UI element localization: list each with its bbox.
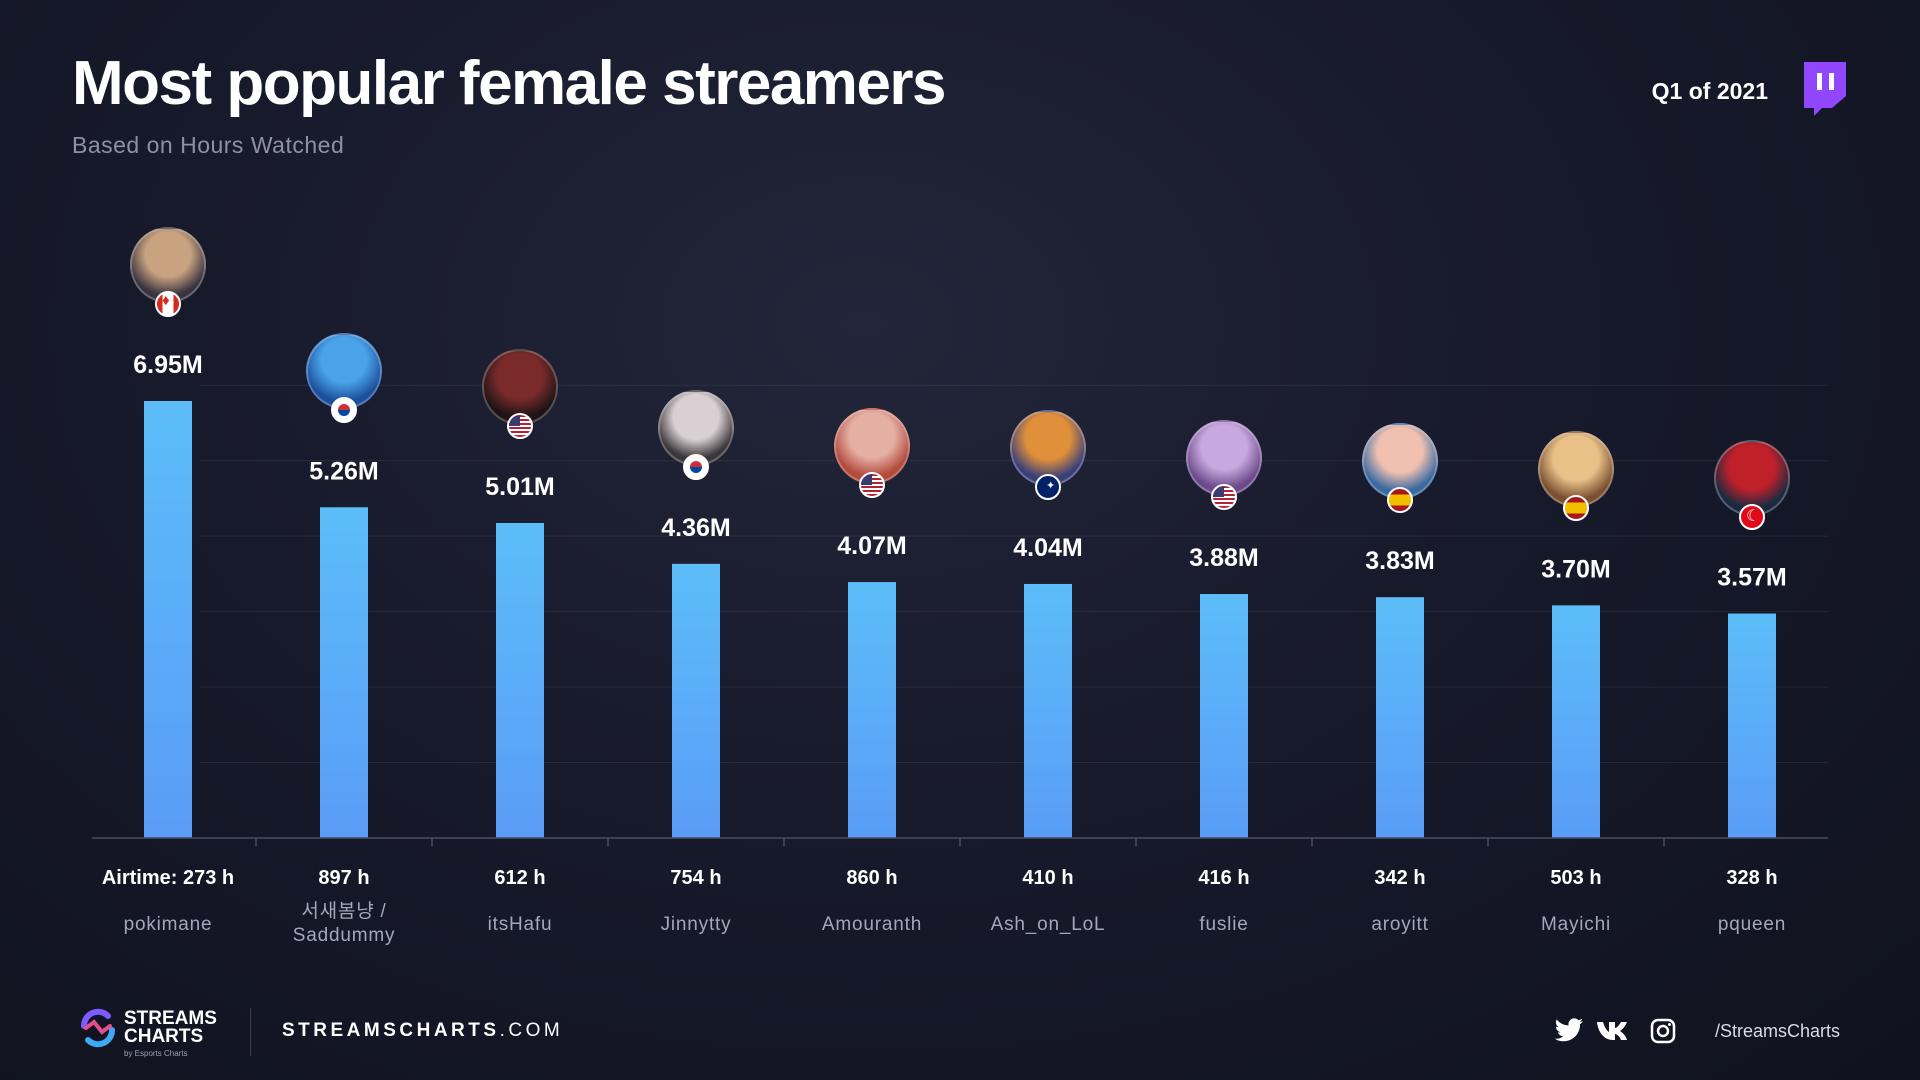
airtime-label: 612 h	[494, 867, 545, 889]
data-label: 3.57M	[1717, 564, 1786, 592]
flag-kr-icon	[683, 453, 709, 480]
bar-Ash_on_LoL	[1024, 583, 1072, 838]
category-label: 서새봄냥 /	[301, 900, 386, 922]
bar-Amouranth	[848, 582, 896, 838]
category-label: pqueen	[1718, 914, 1786, 935]
airtime-label: 503 h	[1550, 867, 1601, 889]
category-label: fuslie	[1199, 914, 1248, 935]
twitter-icon[interactable]	[1554, 1018, 1584, 1044]
bar-Mayichi	[1552, 605, 1600, 838]
avatar	[834, 408, 910, 485]
avatar	[306, 333, 382, 410]
bar-서새봄냥 / Saddummy	[320, 507, 368, 838]
flag-es-icon	[1563, 495, 1589, 522]
period-label: Q1 of 2021	[1651, 78, 1768, 104]
category-label: Jinnytty	[661, 914, 732, 935]
data-label: 3.83M	[1365, 547, 1434, 575]
data-label: 3.88M	[1189, 544, 1258, 572]
flag-kr-icon	[331, 397, 357, 424]
site-bold: STREAMSCHARTS	[282, 1020, 500, 1041]
airtime-label: 410 h	[1022, 867, 1073, 889]
flag-us-icon	[859, 472, 885, 499]
avatar	[1186, 420, 1262, 497]
site-rest: .COM	[499, 1020, 564, 1041]
airtime-label: 897 h	[318, 867, 369, 889]
avatar	[1362, 423, 1438, 500]
flag-tr-icon	[1739, 503, 1765, 530]
vk-icon[interactable]	[1596, 1018, 1632, 1044]
airtime-label: 328 h	[1726, 867, 1777, 889]
brand-sub: by Esports Charts	[124, 1049, 188, 1058]
bar-itsHafu	[496, 522, 544, 838]
data-label: 4.36M	[661, 514, 730, 542]
footer-divider	[250, 1008, 251, 1056]
avatar	[1538, 431, 1614, 508]
airtime-label: Airtime: 273 h	[102, 867, 234, 889]
flag-ca-icon	[155, 291, 181, 317]
flag-us-icon	[1211, 484, 1237, 511]
data-label: 3.70M	[1541, 555, 1610, 583]
bar-pokimane	[144, 401, 192, 838]
data-label: 5.01M	[485, 473, 554, 501]
data-label: 4.04M	[1013, 534, 1082, 562]
site-link[interactable]: STREAMSCHARTS.COM	[282, 1020, 563, 1042]
chart-subtitle: Based on Hours Watched	[72, 132, 345, 158]
data-label: 4.07M	[837, 532, 906, 560]
avatar	[1714, 439, 1790, 516]
chart-title: Most popular female streamers	[72, 49, 947, 118]
category-label: Ash_on_LoL	[991, 914, 1106, 935]
bar-fuslie	[1200, 594, 1248, 838]
streams-charts-logo-icon	[80, 1008, 116, 1048]
bar-Jinnytty	[672, 563, 720, 838]
instagram-icon[interactable]	[1650, 1018, 1676, 1044]
category-label: Saddummy	[293, 925, 396, 946]
data-label: 6.95M	[133, 351, 202, 379]
airtime-label: 342 h	[1374, 867, 1425, 889]
brand-line-2: CHARTS	[124, 1026, 204, 1047]
flag-au-icon	[1035, 473, 1061, 500]
category-label: itsHafu	[488, 914, 553, 935]
data-label: 5.26M	[309, 457, 378, 485]
bar-pqueen	[1728, 613, 1776, 838]
category-label: Amouranth	[822, 914, 922, 935]
flag-us-icon	[507, 412, 533, 439]
airtime-label: 416 h	[1198, 867, 1249, 889]
bar-aroyitt	[1376, 597, 1424, 838]
flag-es-icon	[1387, 487, 1413, 514]
airtime-label: 754 h	[670, 867, 721, 889]
category-label: pokimane	[124, 914, 213, 935]
social-handle[interactable]: /StreamsCharts	[1714, 1021, 1840, 1041]
twitch-logo-icon	[1804, 62, 1846, 116]
brand-name: STREAMS CHARTS	[124, 1008, 217, 1047]
category-label: aroyitt	[1371, 914, 1428, 935]
airtime-label: 860 h	[846, 867, 897, 889]
brand-line-1: STREAMS	[124, 1008, 217, 1029]
category-label: Mayichi	[1541, 914, 1611, 935]
